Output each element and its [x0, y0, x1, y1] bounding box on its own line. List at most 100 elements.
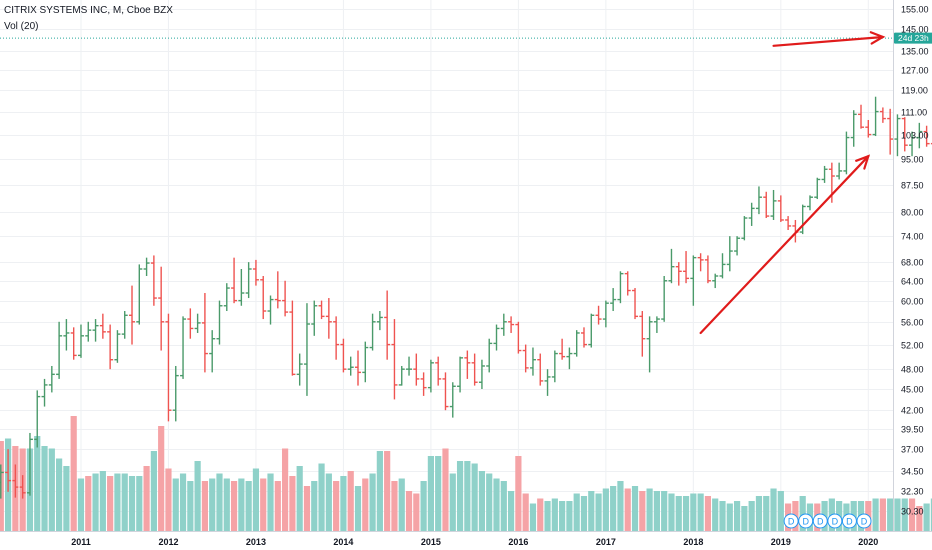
price-axis[interactable]: 30.30 32.30 34.50 37.00 39.50 42.00 45.00 48.00…	[901, 5, 929, 517]
volume-bar	[384, 451, 391, 531]
volume-bar	[901, 498, 908, 531]
ohlc-bar	[70, 327, 77, 360]
volume-bar	[872, 498, 879, 531]
volume-bar	[449, 473, 456, 531]
volume-indicator-label[interactable]: Vol (20)	[4, 21, 39, 32]
trend-arrow	[699, 154, 871, 335]
volume-bar	[238, 478, 245, 531]
volume-bar	[85, 476, 92, 531]
ohlc-bar	[369, 313, 376, 351]
trend-arrows	[699, 31, 886, 335]
volume-bar	[121, 473, 128, 531]
volume-bar	[325, 473, 332, 531]
volume-bar	[610, 486, 617, 531]
volume-bar	[165, 468, 172, 531]
volume-bar	[296, 466, 303, 531]
ohlc-bar	[77, 324, 84, 358]
ohlc-bar	[602, 300, 609, 328]
ohlc-bar	[675, 262, 682, 286]
volume-bar	[289, 476, 296, 531]
time-axis[interactable]: 2011 2012 2013 2014 2015 2016 2017 2018 2019 2020	[71, 537, 878, 547]
ohlc-bar	[755, 186, 762, 215]
volume-bar	[172, 478, 179, 531]
x-tick-label: 2011	[71, 537, 91, 547]
y-tick-label: 135.00	[901, 47, 929, 57]
ohlc-bar	[92, 319, 99, 342]
ohlc-bar	[449, 382, 456, 418]
volume-bar	[887, 498, 894, 531]
volume-bar	[267, 473, 274, 531]
x-tick-label: 2018	[683, 537, 703, 547]
ohlc-bar	[56, 321, 63, 379]
ohlc-bar	[347, 356, 354, 376]
volume-bar	[34, 436, 41, 531]
x-tick-label: 2016	[508, 537, 528, 547]
volume-bar	[420, 481, 427, 531]
volume-bar	[391, 481, 398, 531]
volume-bar	[362, 478, 369, 531]
svg-text:D: D	[861, 517, 868, 527]
y-tick-label: 64.00	[901, 277, 924, 287]
volume-bar	[274, 481, 281, 531]
ohlc-bar	[683, 251, 690, 284]
ohlc-bar	[12, 464, 19, 498]
volume-bar	[770, 488, 777, 531]
ohlc-bar	[165, 313, 172, 422]
ohlc-bar	[442, 372, 449, 411]
y-tick-label: 52.00	[901, 341, 924, 351]
ohlc-bar	[267, 295, 274, 325]
dividend-marker: D	[783, 513, 799, 529]
ohlc-bar	[318, 300, 325, 320]
volume-bar	[260, 478, 267, 531]
volume-bar	[48, 448, 55, 531]
volume-bar	[92, 473, 99, 531]
volume-bar	[566, 501, 573, 531]
ohlc-bar	[901, 117, 908, 152]
ohlc-bar	[544, 369, 551, 396]
volume-bar	[529, 503, 537, 531]
ohlc-bar	[770, 189, 777, 220]
dividend-marker: D	[827, 513, 843, 529]
ohlc-bar	[850, 110, 857, 147]
ohlc-bar	[500, 313, 507, 336]
ohlc-bar	[726, 236, 733, 272]
volume-bar	[194, 461, 201, 531]
ohlc-bar	[879, 107, 886, 123]
volume-bar	[398, 478, 405, 531]
ohlc-bar	[624, 271, 631, 296]
ohlc-bar	[661, 276, 668, 322]
volume-bar	[282, 448, 289, 531]
ohlc-bar	[610, 288, 617, 312]
volume-bar	[588, 491, 595, 531]
volume-bar	[318, 463, 325, 531]
ohlc-bar	[85, 321, 92, 342]
ohlc-bar	[0, 464, 4, 499]
ohlc-bar	[340, 338, 347, 373]
volume-bar	[456, 461, 464, 531]
volume-bar	[755, 496, 763, 531]
ohlc-bar	[653, 316, 660, 333]
price-tag: 24d 23h	[894, 32, 932, 44]
volume-bar	[143, 466, 150, 531]
volume-bar	[617, 481, 624, 531]
ohlc-bar	[471, 353, 478, 386]
y-tick-label: 119.00	[901, 86, 928, 96]
ohlc-bar	[777, 195, 784, 222]
ohlc-bar	[478, 359, 485, 389]
volume-bar	[500, 481, 507, 531]
volume-bar	[573, 493, 580, 531]
volume-bar	[733, 501, 741, 531]
ohlc-bar	[201, 293, 208, 373]
ohlc-bar	[223, 283, 230, 312]
ohlc-bar	[522, 344, 529, 373]
x-tick-label: 2012	[158, 537, 178, 547]
volume-bar	[223, 478, 230, 531]
y-tick-label: 145.00	[901, 25, 929, 35]
volume-bar	[493, 478, 500, 531]
symbol-title[interactable]: CITRIX SYSTEMS INC, M, Cboe BZX	[4, 5, 173, 16]
y-tick-label: 45.00	[901, 385, 924, 395]
y-tick-label: 30.30	[901, 507, 924, 517]
ohlc-bar	[515, 321, 522, 354]
volume-bar	[537, 498, 544, 531]
